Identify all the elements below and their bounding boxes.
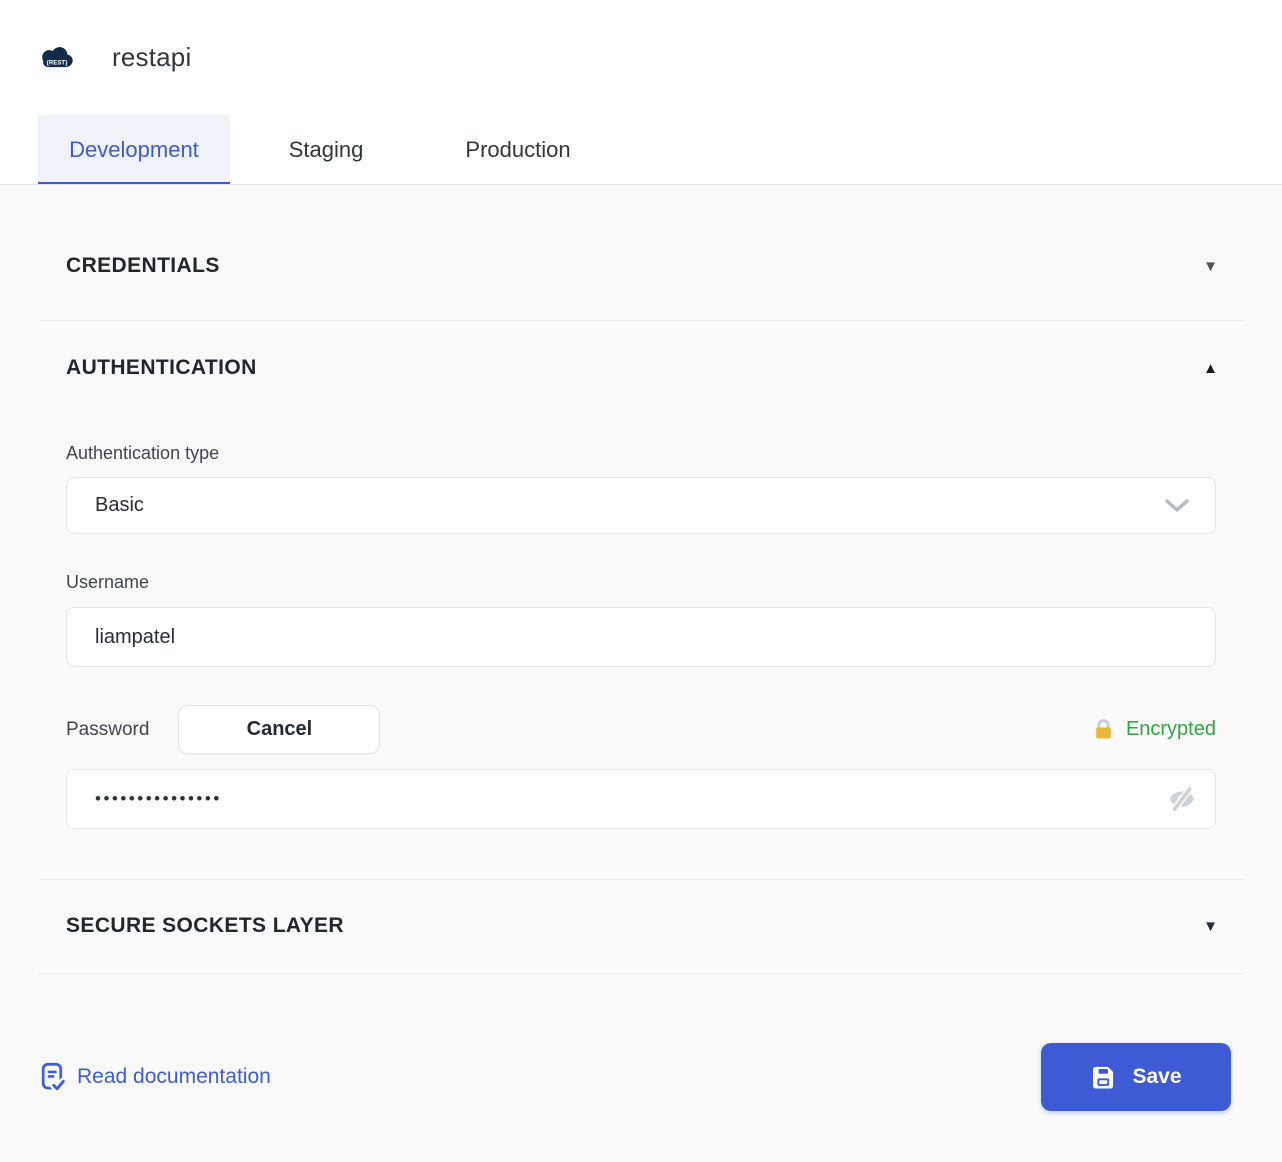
auth-type-select[interactable]: Basic [66,477,1216,534]
tab-development[interactable]: Development [38,115,230,184]
page-title: restapi [112,42,192,72]
toggle-password-visibility-button[interactable] [1162,779,1202,819]
app-header: {REST} restapi [0,0,1282,115]
ssl-section-title: SECURE SOCKETS LAYER [66,914,344,937]
username-input[interactable] [66,607,1216,667]
auth-type-selected-value: Basic [95,494,144,516]
password-field-wrapper [66,769,1216,829]
lock-icon [1092,717,1115,742]
read-documentation-label: Read documentation [77,1065,271,1088]
credentials-section-title: CREDENTIALS [66,254,220,277]
password-row: Password Cancel Encrypted [66,705,1216,754]
environment-tabs: Development Staging Production [0,115,1282,185]
footer-actions: Read documentation Save [38,1043,1244,1111]
divider [38,320,1244,321]
save-button-label: Save [1132,1065,1182,1088]
credentials-section-header[interactable]: CREDENTIALS ▼ [38,254,1244,278]
encrypted-status: Encrypted [1092,717,1216,742]
auth-type-label: Authentication type [66,443,220,463]
read-documentation-link[interactable]: Read documentation [40,1062,271,1093]
encrypted-badge: Encrypted [1125,718,1216,740]
rest-cloud-logo-icon: {REST} [37,43,77,73]
collapse-triangle-icon[interactable]: ▼ [1203,257,1218,275]
svg-text:{REST}: {REST} [47,59,69,66]
settings-panel: CREDENTIALS ▼ AUTHENTICATION ▲ Authentic… [0,254,1282,1111]
tab-staging[interactable]: Staging [288,136,364,162]
authentication-section-title: AUTHENTICATION [66,356,257,379]
eye-off-icon [1166,786,1198,818]
app-header-area: {REST} restapi Development Staging Produ… [0,0,1282,185]
cancel-button[interactable]: Cancel [178,705,381,754]
documentation-icon [40,1062,68,1093]
chevron-down-icon [1163,497,1191,515]
ssl-section-header[interactable]: SECURE SOCKETS LAYER ▼ [38,914,1244,938]
divider [38,973,1244,974]
username-label: Username [66,572,150,592]
password-label: Password [66,718,150,740]
tab-production[interactable]: Production [465,136,571,162]
save-button[interactable]: Save [1041,1043,1231,1111]
divider [38,879,1244,880]
save-floppy-icon [1090,1064,1117,1091]
authentication-section-header[interactable]: AUTHENTICATION ▲ [38,356,1244,380]
collapse-triangle-icon[interactable]: ▼ [1203,917,1218,935]
expand-triangle-icon[interactable]: ▲ [1203,359,1218,377]
authentication-form: Authentication type Basic Username Passw… [38,443,1244,829]
password-input[interactable] [66,769,1216,829]
